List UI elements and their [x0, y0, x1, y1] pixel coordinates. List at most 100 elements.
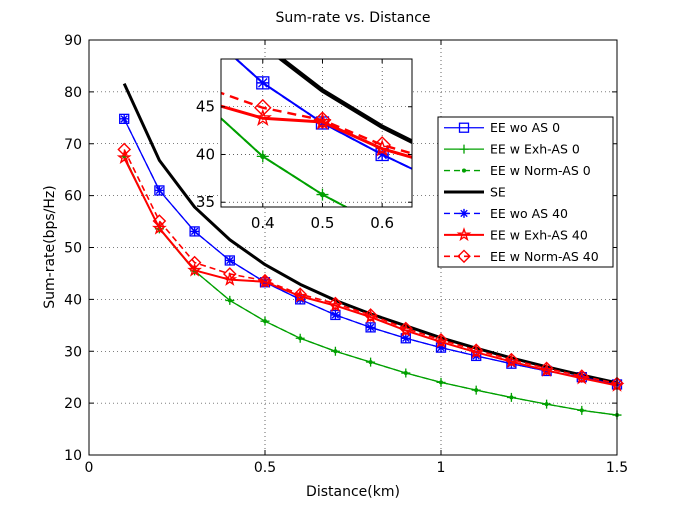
legend-entry: EE w Norm-AS 40: [444, 249, 599, 264]
series-line: [123, 149, 618, 385]
main-series: [116, 82, 625, 420]
marker-star: [673, 244, 681, 258]
legend-label: EE w Exh-AS 0: [490, 142, 580, 157]
y-tick-label: 20: [64, 396, 82, 412]
marker-asterisk: [459, 208, 469, 218]
marker-dot: [368, 360, 373, 365]
marker-dot: [559, 287, 564, 292]
inset-x-tick-label: 0.4: [251, 214, 275, 232]
marker-star: [328, 297, 343, 312]
marker-diamond: [293, 287, 308, 302]
marker-star: [614, 225, 628, 239]
series-line: [221, 91, 412, 155]
inset-x-tick-label: 0.6: [370, 214, 394, 232]
marker-star: [539, 362, 554, 377]
x-tick-label: 1.5: [606, 460, 628, 476]
marker-star: [253, 108, 272, 126]
marker-diamond: [363, 308, 378, 322]
marker-star: [116, 149, 132, 165]
inset-y-tick-label: 40: [196, 145, 215, 163]
marker-star: [363, 309, 378, 324]
inset-x-tick-label: 0.5: [311, 214, 335, 232]
marker-star: [187, 262, 202, 277]
marker-diamond: [136, 3, 152, 19]
marker-asterisk: [436, 343, 446, 353]
marker-star: [222, 271, 238, 286]
y-tick-label: 10: [64, 448, 82, 464]
marker-star: [456, 227, 472, 242]
marker-diamond: [434, 332, 448, 347]
marker-plus: [675, 316, 681, 328]
marker-square: [197, 23, 209, 35]
legend-label: EE w Norm-AS 40: [490, 249, 599, 264]
marker-star: [504, 353, 519, 368]
inset-ticks: 0.4 0.5 0.6 35 40 45: [196, 59, 412, 232]
marker-dot: [141, 22, 146, 27]
legend-label: EE w Norm-AS 0: [490, 163, 591, 178]
main-series-ee-w-exh-as-40: [116, 149, 625, 392]
legend-entry: EE w Exh-AS 0: [444, 142, 580, 157]
marker-diamond: [253, 98, 272, 117]
marker-asterisk: [401, 333, 411, 343]
y-tick-label: 90: [64, 33, 82, 49]
marker-dot: [298, 336, 303, 341]
marker-asterisk: [256, 76, 269, 89]
y-tick-label: 70: [64, 137, 82, 153]
inset-series-ee-w-norm-as-40: [136, 3, 681, 256]
marker-diamond: [152, 214, 167, 228]
marker-diamond: [673, 240, 681, 256]
marker-diamond: [613, 221, 629, 237]
x-axis-label: Distance(km): [306, 484, 400, 500]
series-line: [123, 157, 618, 387]
marker-diamond: [258, 273, 272, 288]
marker-diamond: [117, 142, 132, 157]
x-tick-label: 0: [85, 460, 94, 476]
marker-diamond: [328, 296, 343, 311]
marker-diamond: [373, 136, 391, 154]
marker-diamond: [469, 343, 484, 358]
legend-label: EE wo AS 40: [490, 206, 568, 221]
marker-star: [433, 334, 449, 349]
legend-entry: EE wo AS 40: [444, 206, 568, 221]
y-tick-label: 40: [64, 292, 82, 308]
inset-zoom: 0.4 0.5 0.6 35 40 45: [136, 3, 681, 328]
y-tick-label: 30: [64, 344, 82, 360]
marker-dot: [333, 349, 338, 354]
legend-entry: EE w Exh-AS 40: [444, 227, 588, 242]
series-line: [122, 82, 618, 385]
marker-dot: [499, 267, 504, 272]
legend: EE wo AS 0 EE w Exh-AS 0 EE w Norm-AS 0 SE E…: [437, 116, 614, 268]
marker-dot: [260, 153, 266, 160]
main-series-se: [122, 82, 618, 385]
marker-asterisk: [675, 253, 681, 265]
marker-asterisk: [577, 372, 587, 382]
legend-entry: EE w Norm-AS 0: [444, 163, 591, 178]
marker-square: [458, 122, 470, 133]
marker-dot: [474, 388, 479, 393]
marker-square: [675, 253, 681, 265]
x-tick-label: 1: [437, 460, 446, 476]
marker-star: [152, 220, 167, 235]
marker-plus: [459, 144, 469, 154]
marker-dot: [461, 168, 467, 173]
marker-star: [398, 322, 414, 337]
marker-plus: [137, 19, 149, 31]
legend-entry: SE: [444, 185, 506, 200]
marker-diamond: [313, 111, 332, 129]
marker-diamond: [398, 321, 413, 336]
y-tick-label: 60: [64, 189, 82, 205]
y-axis-label: Sum-rate(bps/Hz): [42, 185, 58, 308]
marker-asterisk: [330, 310, 340, 320]
marker-dot: [227, 298, 232, 303]
chart-title: Sum-rate vs. Distance: [275, 10, 430, 26]
x-tick-label: 0.5: [254, 460, 276, 476]
marker-asterisk: [190, 226, 200, 236]
legend-label: EE wo AS 0: [490, 120, 560, 135]
legend-label: EE w Exh-AS 40: [490, 227, 588, 242]
inset-background: [221, 59, 412, 207]
marker-diamond: [504, 352, 519, 367]
marker-diamond: [187, 255, 202, 270]
marker-star: [136, 16, 150, 30]
series-line: [221, 116, 349, 207]
marker-dot: [319, 191, 326, 198]
